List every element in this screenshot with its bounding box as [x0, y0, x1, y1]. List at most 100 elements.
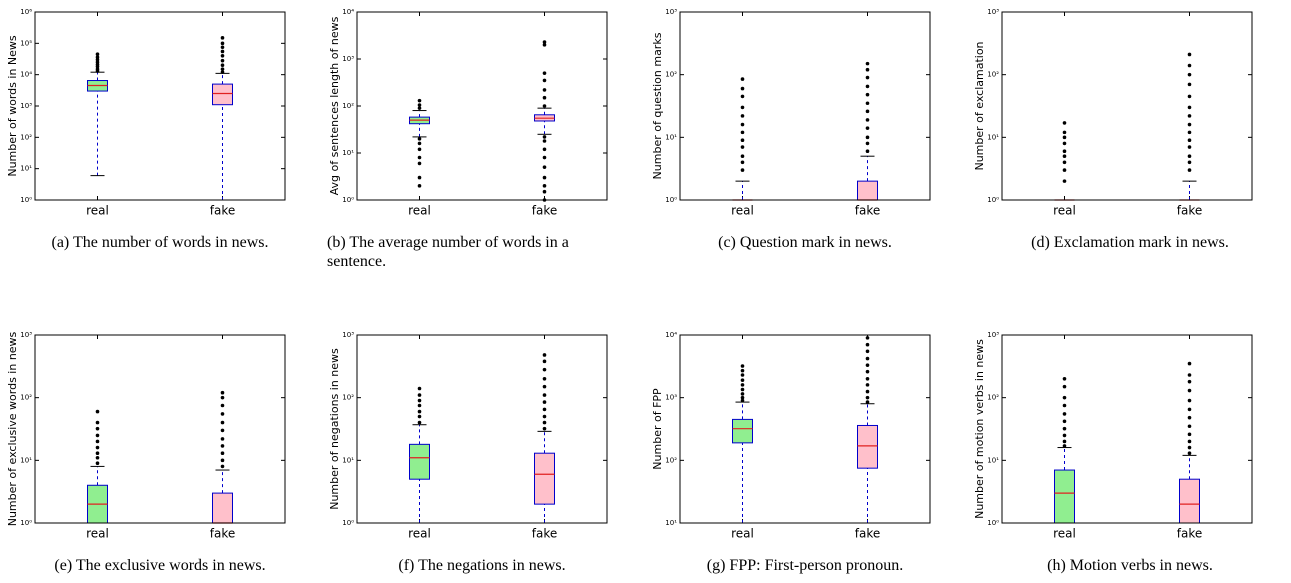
flier [417, 184, 422, 188]
caption: (f) The negations in news. [398, 557, 566, 574]
plot-frame [34, 11, 286, 201]
y-tick-label: 10⁰ [342, 519, 354, 527]
x-tick-label: fake [855, 204, 880, 218]
y-tick-label: 10¹ [665, 519, 677, 527]
flier [1062, 160, 1067, 165]
y-tick-label: 10² [665, 456, 677, 464]
flier [1187, 398, 1192, 403]
flier [417, 137, 422, 141]
y-tick-label: 10⁰ [987, 519, 999, 527]
flier [220, 49, 225, 54]
y-axis-label: Number of exclusive words in news [6, 331, 19, 526]
flier [1062, 154, 1067, 158]
flier [740, 122, 745, 127]
flier [220, 41, 225, 46]
flier [1187, 439, 1192, 444]
flier [542, 139, 547, 143]
flier [542, 165, 547, 169]
y-tick-label: 10⁰ [342, 196, 354, 204]
flier [865, 400, 870, 404]
flier [1187, 160, 1192, 165]
flier [220, 67, 225, 71]
flier [740, 364, 745, 368]
x-tick-label: real [731, 204, 754, 218]
y-axis-label: Number of words in News [6, 35, 19, 177]
x-tick-label: fake [532, 204, 557, 218]
y-axis-label: Number of FPP [651, 388, 664, 470]
flier [1062, 439, 1067, 444]
y-tick-label: 10¹ [342, 456, 354, 464]
x-tick-label: real [86, 527, 109, 541]
flier [542, 147, 547, 152]
y-tick-label: 10⁵ [20, 39, 32, 47]
flier [740, 373, 745, 377]
flier [1187, 130, 1192, 135]
flier [417, 393, 422, 397]
plot-frame [356, 334, 608, 524]
flier [417, 98, 422, 103]
flier [1187, 407, 1192, 412]
flier [542, 43, 547, 47]
flier [1062, 130, 1067, 135]
flier [95, 455, 100, 460]
flier [1187, 105, 1192, 110]
flier [865, 349, 870, 354]
plot-frame [679, 334, 931, 524]
y-tick-label: 10⁴ [342, 8, 354, 16]
flier [740, 168, 745, 172]
flier [220, 412, 225, 416]
flier [542, 189, 547, 194]
flier [1062, 395, 1067, 400]
flier [220, 58, 225, 63]
y-axis-label: Avg of sentences length of news [328, 16, 341, 195]
flier [865, 395, 870, 400]
flier [95, 55, 100, 60]
y-tick-label: 10³ [20, 331, 32, 339]
flier [417, 141, 422, 146]
y-tick-label: 10³ [665, 394, 677, 402]
flier [95, 409, 100, 414]
flier [740, 154, 745, 158]
flier [865, 149, 870, 154]
flier [417, 175, 422, 180]
flier [865, 109, 870, 114]
flier [417, 147, 422, 152]
flier [1062, 168, 1067, 172]
y-tick-label: 10⁰ [20, 519, 32, 527]
flier [95, 60, 100, 64]
flier [1187, 82, 1192, 87]
y-tick-label: 10² [342, 102, 354, 110]
flier [542, 367, 547, 372]
caption: (g) FPP: First-person pronoun. [706, 557, 904, 574]
flier [220, 54, 225, 58]
x-tick-label: real [1053, 204, 1076, 218]
y-tick-label: 10³ [20, 102, 32, 110]
flier [865, 67, 870, 72]
flier [95, 426, 100, 431]
y-tick-label: 10³ [665, 8, 677, 16]
y-tick-label: 10² [20, 394, 32, 402]
flier [740, 395, 745, 400]
flier [542, 400, 547, 404]
y-tick-label: 10³ [342, 55, 354, 63]
y-tick-label: 10² [987, 71, 999, 79]
flier [865, 126, 870, 130]
flier [220, 70, 225, 74]
plot-frame [1001, 334, 1253, 524]
flier [740, 383, 745, 387]
flier [740, 114, 745, 118]
box [857, 424, 878, 469]
y-tick-label: 10⁰ [20, 196, 32, 204]
box [212, 83, 233, 106]
y-tick-label: 10² [20, 133, 32, 141]
x-tick-label: real [408, 527, 431, 541]
box [534, 452, 555, 505]
flier [1062, 135, 1067, 140]
y-tick-label: 10¹ [665, 133, 677, 141]
caption: (b) The average number of words in a sen… [327, 234, 569, 270]
flier [1062, 377, 1067, 381]
box [212, 492, 233, 524]
flier [417, 420, 422, 425]
flier [542, 426, 547, 431]
flier [542, 353, 547, 357]
